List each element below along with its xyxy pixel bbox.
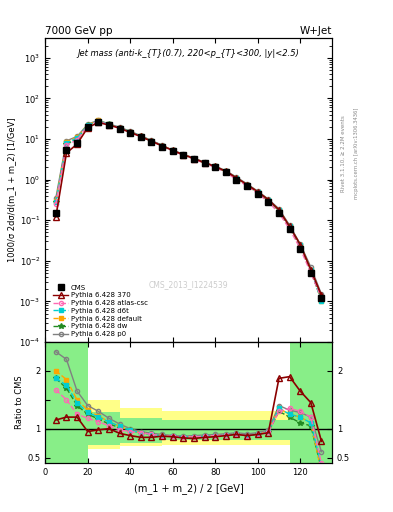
Bar (247, 420, 290, 440)
Legend: CMS, Pythia 6.428 370, Pythia 6.428 atlas-csc, Pythia 6.428 d6t, Pythia 6.428 de: CMS, Pythia 6.428 370, Pythia 6.428 atla… (51, 283, 149, 338)
Y-axis label: Ratio to CMS: Ratio to CMS (15, 376, 24, 430)
Bar (162, 411, 247, 445)
Text: Rivet 3.1.10, ≥ 2.2M events: Rivet 3.1.10, ≥ 2.2M events (341, 115, 346, 192)
Text: 7000 GeV pp: 7000 GeV pp (45, 26, 113, 36)
Bar (119, 418, 162, 442)
Bar (88, 400, 119, 449)
Text: CMS_2013_I1224539: CMS_2013_I1224539 (149, 280, 228, 289)
Bar (66, 342, 88, 463)
Bar (162, 420, 247, 440)
Text: W+Jet: W+Jet (300, 26, 332, 36)
Bar (119, 409, 162, 446)
Y-axis label: 1000/σ 2dσ/d(m_1 + m_2) [1/GeV]: 1000/σ 2dσ/d(m_1 + m_2) [1/GeV] (7, 118, 17, 263)
Bar (45, 342, 66, 463)
X-axis label: (m_1 + m_2) / 2 [GeV]: (m_1 + m_2) / 2 [GeV] (134, 483, 244, 494)
Bar (66, 342, 88, 463)
Bar (311, 342, 343, 463)
Bar (290, 342, 311, 463)
Bar (45, 342, 66, 463)
Text: Jet mass (anti-k_{T}(0.7), 220<p_{T}<300, |y|<2.5): Jet mass (anti-k_{T}(0.7), 220<p_{T}<300… (78, 49, 299, 58)
Text: mcplots.cern.ch [arXiv:1306.3436]: mcplots.cern.ch [arXiv:1306.3436] (354, 108, 359, 199)
Bar (311, 342, 343, 463)
Bar (88, 413, 119, 445)
Bar (247, 411, 290, 445)
Bar (290, 342, 311, 463)
